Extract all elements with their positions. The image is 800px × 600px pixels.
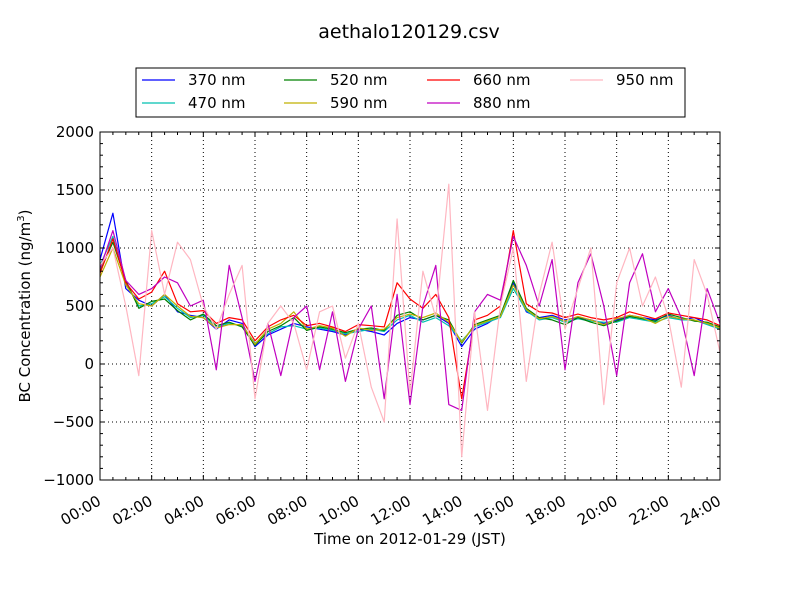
y-axis-label-superscript: 3 [16, 215, 27, 221]
legend-label: 590 nm [330, 94, 388, 112]
chart-title: aethalo120129.csv [318, 21, 500, 43]
legend-label: 470 nm [188, 94, 246, 112]
legend-label: 370 nm [188, 71, 246, 89]
x-axis-label: Time on 2012-01-29 (JST) [313, 530, 506, 548]
legend-label: 520 nm [330, 71, 388, 89]
legend-label: 950 nm [616, 71, 674, 89]
series-line-520-nm [99, 241, 721, 346]
y-tick-label: 2000 [56, 123, 94, 141]
legend: 370 nm 470 nm 520 nm 590 nm 660 nm 880 nm 950 … [135, 67, 686, 118]
series-line-880-nm [99, 230, 721, 411]
legend-label: 660 nm [473, 71, 531, 89]
series-line-590-nm [99, 247, 721, 345]
y-axis-label-main: BC Concentration (ng/m [16, 222, 34, 403]
grid [100, 132, 720, 480]
y-axis-label: BC Concentration (ng/m3) [16, 210, 34, 403]
series-lines [99, 183, 721, 458]
y-tick-label: −1000 [43, 471, 94, 489]
series-line-470-nm [99, 235, 721, 344]
legend-label: 880 nm [473, 94, 531, 112]
y-tick-label: −500 [53, 413, 94, 431]
y-tick-labels: −1000 −500 0 500 1000 1500 2000 [43, 123, 94, 489]
series-line-660-nm [99, 230, 721, 400]
series-line-950-nm [99, 183, 721, 458]
y-tick-label: 0 [84, 355, 94, 373]
y-axis-label-close: ) [16, 210, 34, 216]
y-tick-label: 500 [65, 297, 94, 315]
y-tick-label: 1000 [56, 239, 94, 257]
y-tick-label: 1500 [56, 181, 94, 199]
plot-frame [99, 131, 721, 481]
legend-box [135, 67, 686, 118]
